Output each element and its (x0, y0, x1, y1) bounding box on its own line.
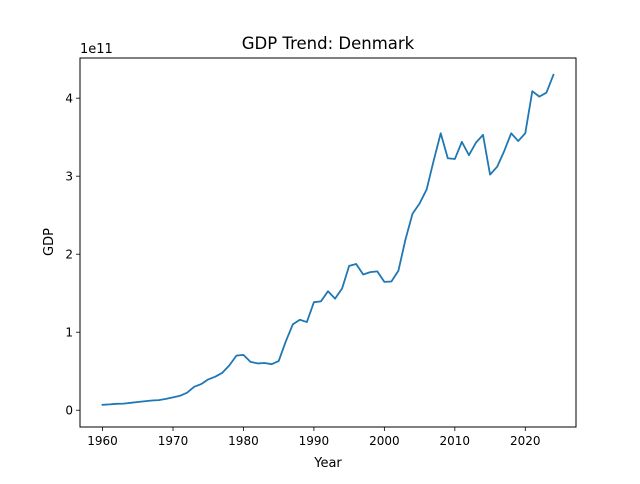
x-tick-label: 2020 (510, 434, 541, 448)
x-tick-label: 2000 (369, 434, 400, 448)
x-tick-label: 1990 (299, 434, 330, 448)
plot-frame (79, 57, 577, 428)
x-tick-label: 2010 (440, 434, 471, 448)
y-axis-offset-label: 1e11 (80, 42, 113, 57)
y-tick-label: 1 (65, 326, 73, 340)
gdp-series-line (101, 73, 555, 406)
axis-ticks: 1960 1970 1980 1990 2000 2010 2020 0 1 2 3 4 (65, 92, 540, 448)
y-tick-label: 4 (65, 92, 73, 106)
series-layer (101, 73, 555, 406)
y-tick-label: 0 (65, 404, 73, 418)
y-tick-label: 3 (65, 170, 73, 184)
y-axis-label: GDP (42, 228, 57, 256)
y-tick-label: 2 (65, 248, 73, 262)
x-tick-label: 1970 (158, 434, 189, 448)
x-axis-label: Year (313, 456, 342, 471)
x-tick-label: 1980 (228, 434, 259, 448)
chart-title: GDP Trend: Denmark (242, 34, 415, 53)
x-tick-label: 1960 (87, 434, 118, 448)
